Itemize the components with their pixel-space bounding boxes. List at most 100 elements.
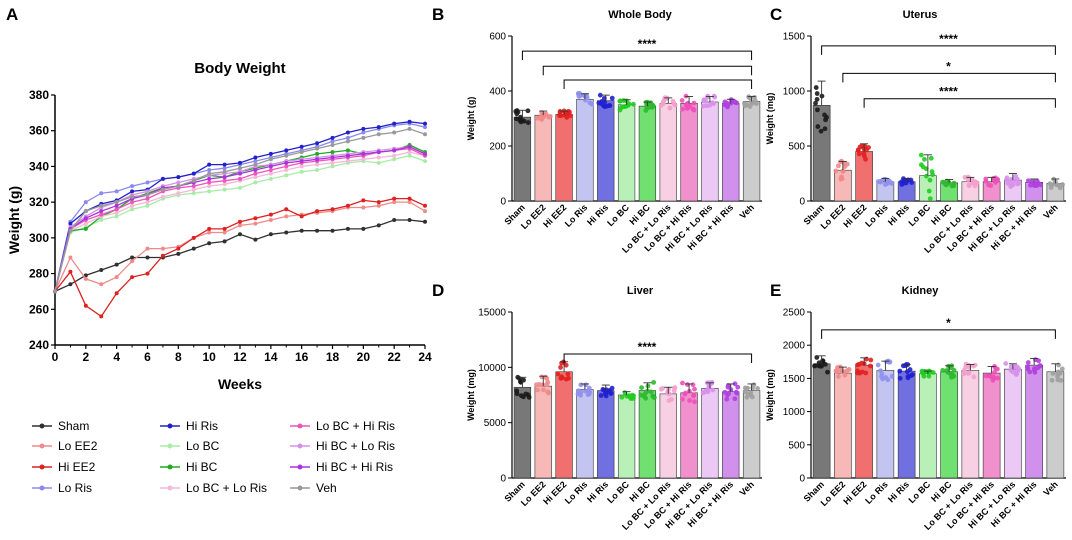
y-tick-label: 0 [799, 197, 805, 208]
data-point [268, 151, 273, 156]
legend-swatch-marker [167, 423, 173, 429]
data-point [376, 125, 381, 130]
x-tick-label: 4 [113, 350, 120, 364]
x-tick-label: 22 [387, 350, 401, 364]
data-point [160, 253, 165, 258]
data-point [361, 157, 366, 162]
data-point [330, 228, 335, 233]
panel-letter-d: D [432, 281, 444, 300]
significance-bracket [821, 45, 1056, 55]
data-point [525, 108, 531, 114]
data-point [557, 109, 563, 114]
bar [834, 169, 852, 202]
data-point [536, 115, 542, 121]
data-point [523, 391, 529, 397]
data-point [624, 393, 630, 399]
data-point [879, 371, 885, 377]
data-point [222, 230, 227, 235]
bar [1046, 371, 1065, 479]
data-point [602, 99, 608, 105]
data-point [647, 101, 653, 107]
data-point [68, 221, 73, 226]
data-point [927, 177, 933, 183]
significance-bracket [563, 353, 753, 364]
data-point [315, 157, 320, 162]
data-point [889, 180, 895, 186]
data-point [268, 171, 273, 176]
data-point [651, 379, 657, 385]
data-point [898, 179, 904, 185]
data-point [835, 365, 840, 370]
data-point [836, 163, 841, 169]
data-point [191, 178, 196, 183]
data-point [855, 147, 861, 153]
data-point [191, 184, 196, 189]
data-point [558, 375, 564, 381]
data-point [361, 130, 366, 135]
significance-bracket [821, 329, 1056, 339]
y-tick-label: 260 [29, 302, 49, 316]
data-point [238, 185, 242, 190]
data-point [207, 189, 212, 194]
data-point [361, 198, 366, 203]
data-point [99, 314, 104, 319]
data-point [238, 166, 242, 171]
data-point [315, 209, 320, 214]
data-point [825, 369, 830, 375]
data-point [1013, 372, 1019, 377]
data-point [705, 94, 710, 100]
series-line [54, 197, 426, 318]
data-point [583, 382, 589, 388]
bar [659, 393, 677, 479]
x-tick-label: 24 [418, 350, 432, 364]
data-point [253, 162, 258, 167]
data-point [1032, 366, 1037, 371]
data-point [732, 99, 738, 105]
x-category-label: Lo Ris [563, 202, 590, 229]
bar [597, 390, 615, 479]
data-point [330, 139, 335, 144]
bar [855, 364, 873, 479]
data-point [207, 171, 212, 176]
data-point [555, 371, 561, 377]
x-category-label: Lo Ris [563, 479, 590, 506]
data-point [392, 200, 397, 205]
y-tick-label: 1500 [783, 374, 806, 385]
data-point [815, 107, 820, 113]
data-point [578, 390, 584, 395]
legend-label: Hi BC + Hi Ris [316, 460, 393, 474]
bar [876, 370, 895, 479]
data-point [818, 128, 824, 134]
data-point [836, 374, 841, 379]
y-tick-label: 0 [500, 197, 506, 208]
data-point [722, 102, 728, 108]
data-point [130, 184, 135, 189]
data-point [1050, 371, 1056, 376]
data-point [238, 160, 242, 165]
data-point [207, 230, 212, 235]
data-point [839, 174, 844, 180]
bar [1004, 368, 1022, 479]
data-point [392, 153, 397, 158]
data-point [962, 174, 968, 180]
data-point [514, 391, 520, 397]
data-point [99, 218, 104, 222]
data-point [407, 126, 412, 131]
data-point [690, 382, 696, 388]
data-point [299, 169, 304, 174]
significance-bracket [563, 79, 753, 89]
data-point [315, 146, 320, 151]
x-category-label: Hi Ris [585, 479, 610, 504]
data-point [222, 187, 227, 192]
data-point [1016, 180, 1022, 186]
data-point [191, 171, 196, 176]
data-point [145, 189, 150, 194]
data-point [1025, 178, 1031, 184]
legend-label: Lo BC + Lo Ris [186, 481, 267, 495]
data-point [407, 144, 412, 149]
x-category-label: Hi EE2 [541, 202, 568, 229]
data-point [83, 221, 88, 226]
data-point [692, 386, 697, 392]
data-point [361, 205, 366, 210]
data-point [207, 168, 212, 172]
